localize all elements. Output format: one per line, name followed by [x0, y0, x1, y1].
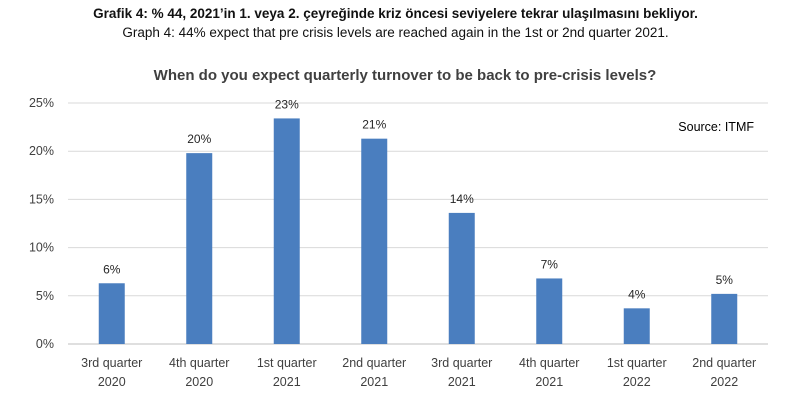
bar-value-label: 20% — [187, 132, 211, 146]
x-tick-label: 2020 — [185, 375, 213, 389]
bar-value-label: 6% — [103, 262, 121, 276]
y-tick-label: 15% — [29, 192, 54, 206]
chart-title: When do you expect quarterly turnover to… — [154, 67, 657, 84]
caption-english: Graph 4: 44% expect that pre crisis leve… — [122, 25, 669, 40]
bar-value-label: 7% — [541, 257, 559, 271]
y-tick-label: 10% — [29, 241, 54, 255]
bar — [448, 212, 475, 344]
bar-value-label: 21% — [362, 118, 386, 132]
bar-value-label: 5% — [716, 273, 734, 287]
y-tick-label: 0% — [36, 337, 54, 351]
bar — [361, 138, 388, 344]
bar — [711, 293, 738, 344]
x-tick-label: 1st quarter — [607, 356, 667, 370]
bars — [98, 118, 738, 344]
x-tick-label: 4th quarter — [519, 356, 579, 370]
x-tick-label: 2nd quarter — [692, 356, 756, 370]
bar — [623, 308, 650, 344]
x-tick-label: 2021 — [360, 375, 388, 389]
grid-lines — [68, 102, 768, 345]
x-tick-label: 2021 — [535, 375, 563, 389]
x-tick-label: 2022 — [623, 375, 651, 389]
y-tick-label: 5% — [36, 289, 54, 303]
caption-turkish: Grafik 4: % 44, 2021’in 1. veya 2. çeyre… — [93, 6, 698, 21]
bar-value-label: 23% — [275, 97, 299, 111]
bar-value-label: 4% — [628, 287, 646, 301]
x-tick-label: 1st quarter — [257, 356, 317, 370]
y-axis: 0% 5% 10% 15% 20% 25% — [29, 96, 54, 351]
y-tick-label: 25% — [29, 96, 54, 110]
bar-value-label: 14% — [450, 192, 474, 206]
bar — [186, 153, 213, 344]
y-tick-label: 20% — [29, 144, 54, 158]
x-tick-label: 2nd quarter — [342, 356, 406, 370]
x-tick-label: 2021 — [273, 375, 301, 389]
x-tick-label: 3rd quarter — [431, 356, 492, 370]
x-axis: 3rd quarter 2020 4th quarter 2020 1st quarte… — [81, 356, 756, 389]
x-tick-label: 3rd quarter — [81, 356, 142, 370]
source-note: Source: ITMF — [678, 120, 754, 134]
x-tick-label: 2020 — [98, 375, 126, 389]
x-tick-label: 2022 — [710, 375, 738, 389]
bar — [536, 278, 563, 344]
x-tick-label: 2021 — [448, 375, 476, 389]
bar — [98, 283, 125, 344]
bar — [273, 118, 300, 344]
data-labels: 6% 20% 23% 21% 14% 7% 4% 5% — [103, 97, 733, 301]
x-tick-label: 4th quarter — [169, 356, 229, 370]
